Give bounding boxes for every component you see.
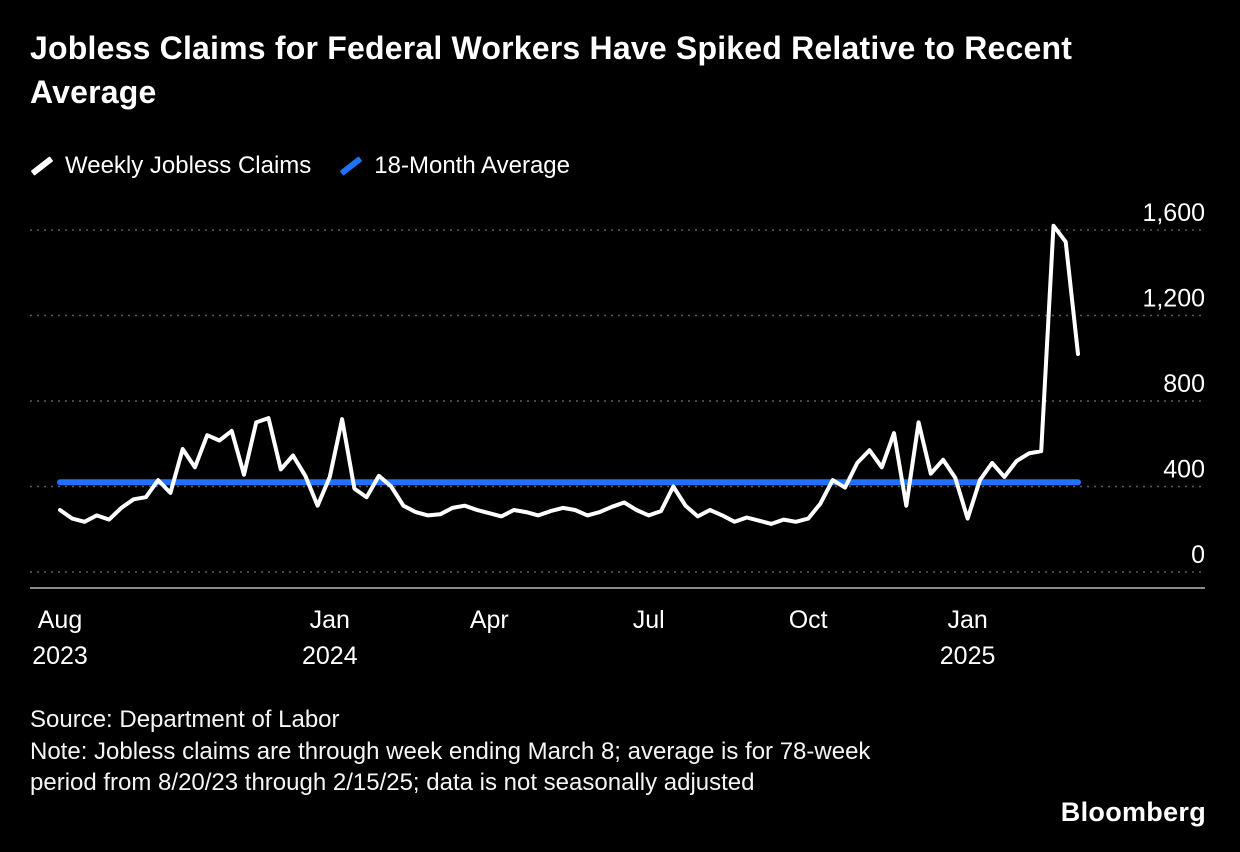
x-axis-label-month: Aug [38, 606, 82, 634]
weekly-claims-line [58, 223, 1080, 526]
y-axis-label: 0 [1191, 541, 1205, 569]
x-axis-label-year: 2024 [302, 642, 358, 670]
x-axis-label-month: Jan [947, 606, 987, 634]
x-axis-label-year: 2023 [32, 642, 88, 670]
legend-item-average: 18-Month Average [339, 152, 570, 180]
bloomberg-logo: Bloomberg [1060, 797, 1206, 827]
x-axis-label-month: Oct [789, 606, 828, 634]
x-axis-label-month: Jan [310, 606, 350, 634]
y-axis-label: 1,200 [1142, 285, 1205, 313]
note-text: Note: Jobless claims are through week en… [30, 737, 871, 797]
chart-title: Jobless Claims for Federal Workers Have … [30, 30, 1073, 111]
source-text: Source: Department of Labor [30, 706, 340, 733]
chart-legend: Weekly Jobless Claims 18-Month Average [30, 152, 570, 180]
y-axis-label: 800 [1163, 370, 1205, 398]
x-axis-label-month: Jul [633, 606, 665, 634]
jobless-claims-chart: 0 400 800 1,200 1,600 Aug 2023 Jan 2024 Apr Jul Oct… [30, 199, 1205, 670]
x-axis-label-year: 2025 [940, 642, 996, 670]
legend-label-weekly-claims: Weekly Jobless Claims [65, 152, 312, 179]
legend-label-average: 18-Month Average [374, 152, 570, 179]
y-axis-label: 400 [1163, 456, 1205, 484]
legend-item-weekly-claims: Weekly Jobless Claims [30, 152, 311, 180]
y-axis-label: 1,600 [1142, 199, 1205, 227]
x-axis-label-month: Apr [470, 606, 509, 634]
chart-footer: Source: Department of Labor Note: Jobles… [30, 704, 920, 799]
